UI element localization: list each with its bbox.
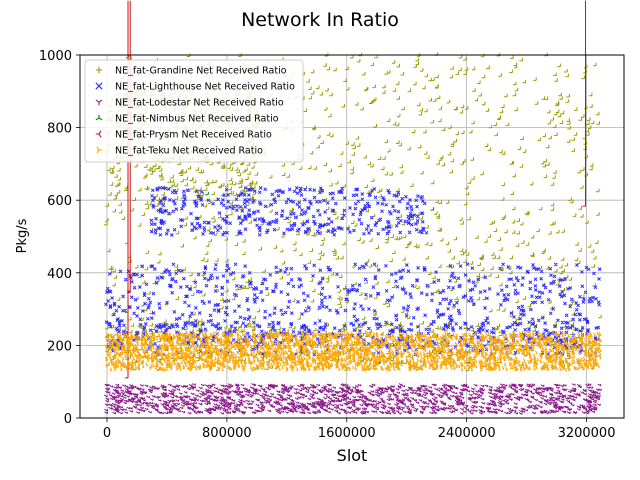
x-tick-label: 3200000 (558, 426, 616, 441)
legend-label: NE_fat-Lighthouse Net Received Ratio (115, 82, 295, 93)
legend: NE_fat-Grandine Net Received Ratio NE_fat… (84, 59, 304, 163)
x-axis-label: Slot (337, 446, 368, 465)
legend-label: NE_fat-Lodestar Net Received Ratio (115, 98, 284, 109)
y-tick-label: 1000 (39, 49, 72, 64)
legend-marker (95, 82, 103, 90)
data-point-cluster (430, 207, 435, 211)
x-tick-label: 2400000 (438, 426, 496, 441)
legend-marker (96, 146, 103, 154)
x-tick-label: 0 (103, 426, 111, 441)
x-tick-label: 1600000 (318, 426, 376, 441)
series-5 (104, 331, 602, 372)
y-tick-label: 200 (47, 339, 72, 354)
chart-title: Network In Ratio (241, 9, 399, 31)
legend-marker (95, 99, 103, 106)
data-point-cluster (104, 331, 602, 372)
y-tick-label: 400 (47, 267, 72, 282)
data-point-cluster (149, 185, 429, 237)
x-tick-label: 800000 (202, 426, 252, 441)
data-point-cluster (104, 262, 602, 346)
data-point-cluster (104, 52, 602, 372)
legend-marker (95, 66, 103, 74)
y-tick-label: 800 (47, 122, 72, 137)
legend-marker (95, 130, 102, 138)
data-points (103, 0, 602, 415)
legend-label: NE_fat-Teku Net Received Ratio (115, 146, 263, 157)
axis-ticks: 0 800000 1600000 2400000 3200000 0 200 400 600 80… (39, 49, 616, 441)
data-point-cluster (582, 0, 587, 207)
series-2 (103, 383, 602, 415)
legend-label: NE_fat-Nimbus Net Received Ratio (115, 114, 279, 125)
legend-box (84, 59, 304, 163)
data-point-cluster (205, 191, 209, 196)
plot-frame (79, 54, 625, 419)
legend-marker (95, 114, 103, 121)
y-tick-label: 0 (64, 412, 72, 427)
legend-label: NE_fat-Prysm Net Received Ratio (115, 130, 272, 141)
y-axis-label: Pkg/s (15, 218, 30, 253)
y-tick-label: 600 (47, 194, 72, 209)
data-point-cluster (103, 383, 602, 415)
legend-label: NE_fat-Grandine Net Received Ratio (115, 66, 287, 77)
